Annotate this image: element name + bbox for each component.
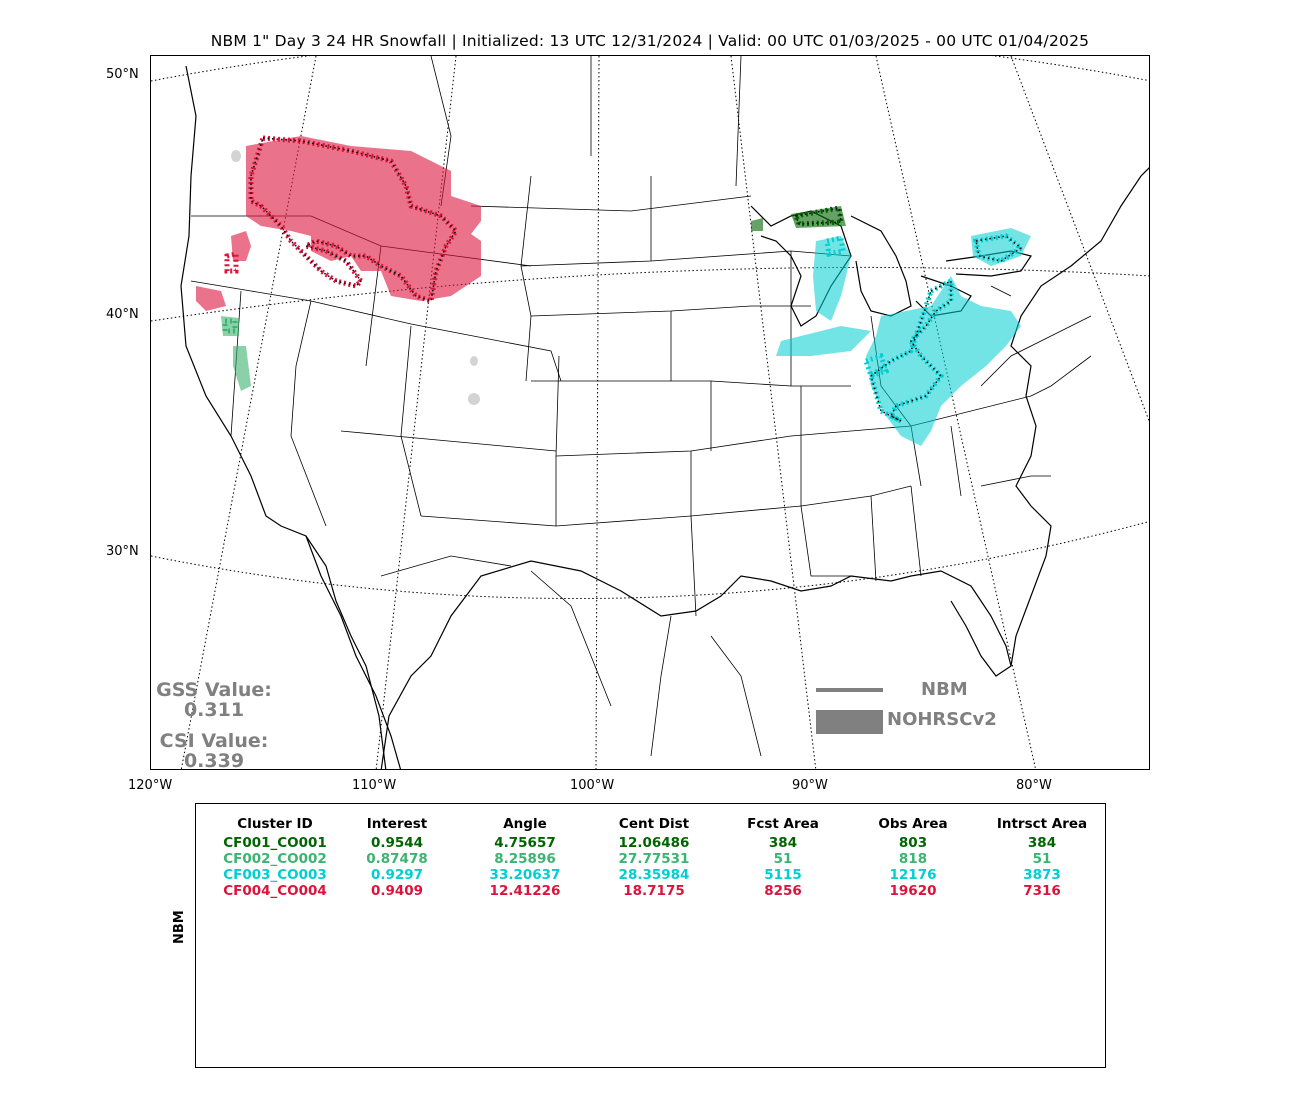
fcst-outline-cf003-mi xyxy=(824,235,846,257)
table-header-cent-dist: Cent Dist xyxy=(618,816,690,832)
table-header-angle: Angle xyxy=(503,816,547,832)
fcst-outline-cf004 xyxy=(248,135,460,305)
map-title: NBM 1" Day 3 24 HR Snowfall | Initialize… xyxy=(210,32,1090,50)
lon-label-110: 110°W xyxy=(352,778,397,793)
lat-label-50: 50°N xyxy=(106,67,139,82)
table-cell-r2-c1: CF002_CO002 xyxy=(223,851,327,867)
lat-label-40: 40°N xyxy=(106,307,139,322)
cluster-attribute-table: NBM Cluster ID Interest Angle Cent Dist Fcst… xyxy=(172,803,1106,1068)
obs-area-co001-west xyxy=(751,218,763,231)
table-cell-r4-c2: 0.9409 xyxy=(370,883,424,899)
table-header-cluster-id: Cluster ID xyxy=(237,816,313,832)
table-cell-r3-c6: 12176 xyxy=(889,867,937,883)
table-cell-r3-c1: CF003_CO003 xyxy=(223,867,327,883)
obs-area-unmatched-2 xyxy=(468,393,480,405)
fcst-outline-cf002 xyxy=(222,318,238,334)
table-cell-r4-c4: 18.7175 xyxy=(623,883,685,899)
table-header-interest: Interest xyxy=(366,816,428,832)
forecast-outlines xyxy=(222,135,1026,424)
table-cell-r3-c4: 28.35984 xyxy=(618,867,690,883)
lon-label-90: 90°W xyxy=(792,778,828,793)
table-cell-r4-c5: 8256 xyxy=(764,883,802,899)
obs-area-co004-west xyxy=(231,231,251,261)
table-cell-r1-c4: 12.06486 xyxy=(618,835,690,851)
table-cell-r4-c6: 19620 xyxy=(889,883,937,899)
lon-label-100: 100°W xyxy=(570,778,615,793)
csi-label: CSI Value: xyxy=(159,730,269,752)
legend-forecast-label: NBM xyxy=(921,679,968,700)
table-header-obs-area: Obs Area xyxy=(878,816,948,832)
table-cell-r2-c4: 27.77531 xyxy=(618,851,690,867)
table-cell-r2-c2: 0.87478 xyxy=(366,851,428,867)
table-cell-r3-c7: 3873 xyxy=(1023,867,1061,883)
coastline xyxy=(180,65,1149,769)
table-cell-r3-c5: 5115 xyxy=(764,867,802,883)
obs-area-co003-ohio xyxy=(866,276,1021,446)
observed-areas xyxy=(196,136,1031,446)
table-cell-r1-c7: 384 xyxy=(1027,835,1057,851)
legend-observed-label: NOHRSCv2 xyxy=(887,709,997,730)
forecast-outline-dots xyxy=(250,137,1023,422)
table-cell-r2-c7: 51 xyxy=(1032,851,1052,867)
map-panel xyxy=(150,55,1150,770)
legend-observed-swatch xyxy=(816,710,883,734)
table-cell-r1-c2: 0.9544 xyxy=(370,835,424,851)
table-header-fcst-area: Fcst Area xyxy=(747,816,819,832)
fcst-outline-cf003-in xyxy=(862,352,890,380)
table-cell-r2-c5: 51 xyxy=(773,851,793,867)
table-header-intrsct-area: Intrsct Area xyxy=(996,816,1088,832)
obs-area-unmatched-3 xyxy=(470,356,478,366)
fcst-outline-cf003-ny xyxy=(973,233,1026,264)
lon-label-80: 80°W xyxy=(1016,778,1052,793)
table-cell-r3-c3: 33.20637 xyxy=(489,867,561,883)
map-canvas xyxy=(151,56,1149,769)
obs-area-co004-south xyxy=(196,286,226,311)
lat-label-30: 30°N xyxy=(106,544,139,559)
obs-area-co004 xyxy=(246,136,481,301)
fcst-outline-cf004-west xyxy=(224,250,239,274)
csi-value: 0.339 xyxy=(183,750,245,772)
table-cell-r1-c5: 384 xyxy=(768,835,798,851)
table-cell-r2-c6: 818 xyxy=(898,851,928,867)
obs-area-unmatched-1 xyxy=(231,150,241,162)
obs-area-co003-michigan xyxy=(813,236,851,321)
table-cell-r3-c2: 0.9297 xyxy=(370,867,424,883)
table-cell-r4-c7: 7316 xyxy=(1023,883,1061,899)
gss-value: 0.311 xyxy=(183,699,245,721)
obs-area-co002-south xyxy=(233,346,251,391)
table-cell-r1-c3: 4.75657 xyxy=(494,835,556,851)
obs-area-co003-illinois xyxy=(776,326,871,356)
table-cell-r1-c1: CF001_CO001 xyxy=(223,835,327,851)
table-cell-r2-c3: 8.25896 xyxy=(494,851,556,867)
gss-label: GSS Value: xyxy=(156,679,272,701)
table-side-label: NBM xyxy=(172,910,187,944)
table-cell-r4-c3: 12.41226 xyxy=(489,883,561,899)
table-cell-r1-c6: 803 xyxy=(898,835,928,851)
lon-label-120: 120°W xyxy=(128,778,173,793)
table-cell-r4-c1: CF004_CO004 xyxy=(223,883,327,899)
